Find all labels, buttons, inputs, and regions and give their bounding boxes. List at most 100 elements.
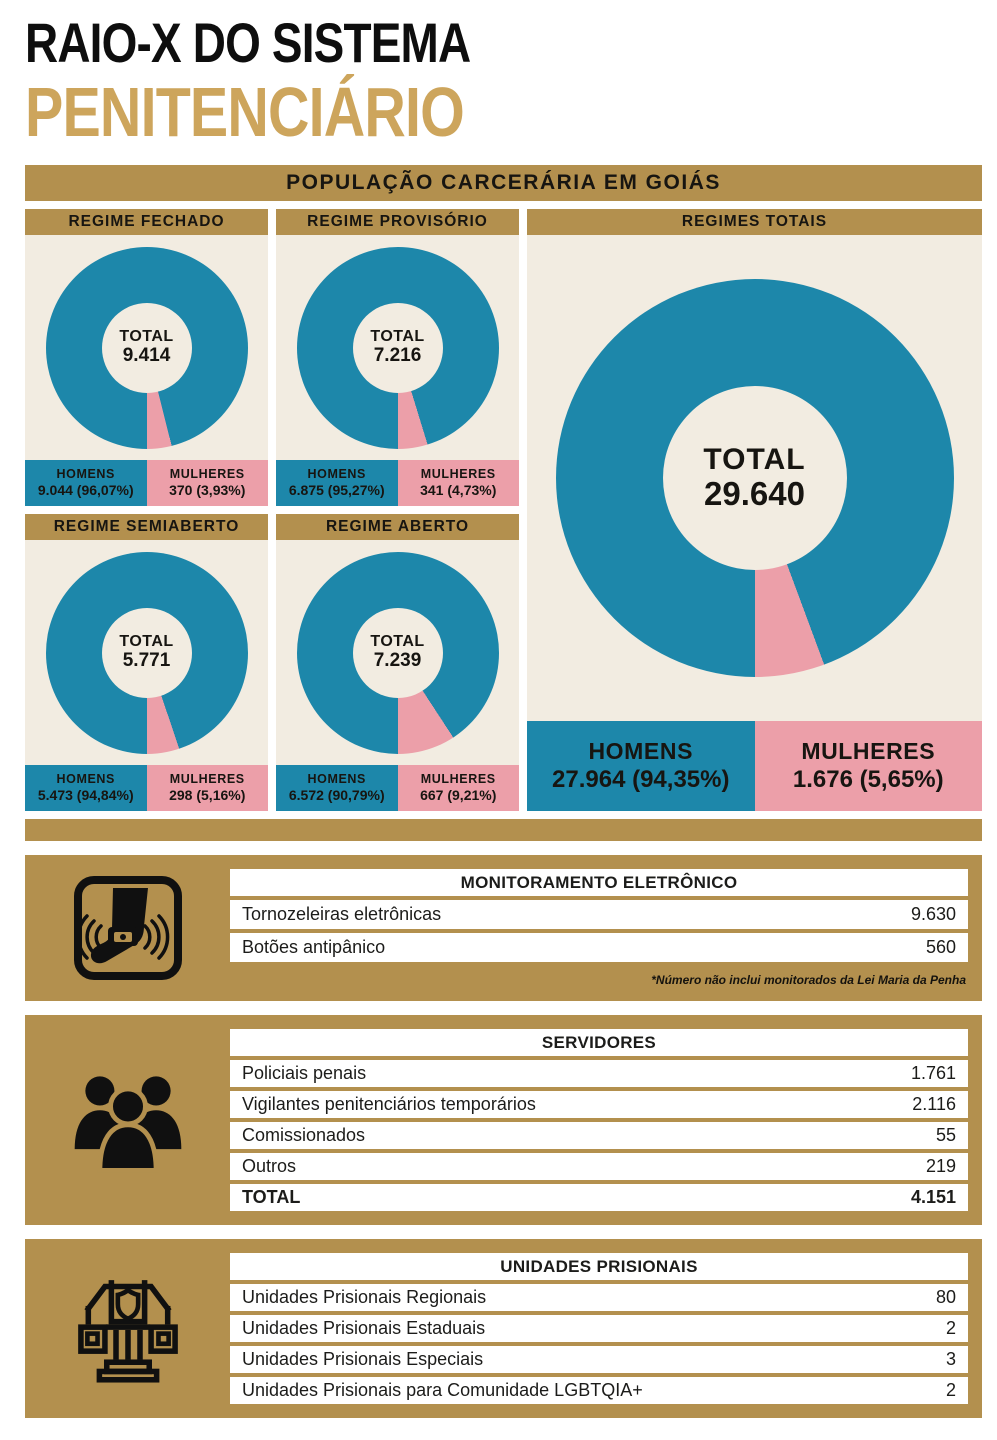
footnote: *Número não inclui monitorados da Lei Ma… (651, 973, 966, 988)
chart-legend: HOMENS 6.875 (95,27%) MULHERES 341 (4,73… (276, 460, 519, 507)
donut-center: TOTAL 7.216 (352, 302, 443, 393)
section-title: MONITORAMENTO ELETRÔNICO (230, 869, 968, 897)
mulheres-legend: MULHERES 667 (9,21%) (397, 765, 519, 812)
row-value: 2 (945, 1318, 956, 1339)
section-title: UNIDADES PRISIONAIS (230, 1253, 968, 1281)
donut-center: TOTAL 5.771 (101, 607, 192, 698)
table-row: Tornozeleiras eletrônicas 9.630 (230, 900, 968, 930)
mulheres-value: 298 (5,16%) (169, 787, 246, 804)
chart-panel-regime-provisorio: REGIME PROVISÓRIO TOTAL 7.216 HOMENS 6.8… (276, 209, 519, 507)
chart-panel-regime-semiaberto: REGIME SEMIABERTO TOTAL 5.771 HOMENS 5.4… (25, 514, 268, 812)
row-value: 2 (945, 1380, 956, 1401)
page-title-line2: PENITENCIÁRIO (25, 73, 465, 152)
row-value: 9.630 (910, 904, 956, 925)
chart-legend: HOMENS 27.964 (94,35%) MULHERES 1.676 (5… (527, 721, 982, 812)
donut-ring: TOTAL 29.640 (555, 279, 954, 678)
row-label: Unidades Prisionais Estaduais (242, 1318, 486, 1339)
mulheres-legend: MULHERES 370 (3,93%) (146, 460, 268, 507)
row-label: Outros (242, 1156, 297, 1177)
row-label: Unidades Prisionais Especiais (242, 1349, 484, 1370)
row-value: 2.116 (912, 1094, 956, 1115)
donut-center: TOTAL 9.414 (101, 302, 192, 393)
donut-chart-regime-aberto: TOTAL 7.239 (276, 540, 519, 766)
row-value: 560 (925, 937, 956, 958)
total-label: TOTAL (119, 633, 174, 651)
total-label: TOTAL (370, 633, 425, 651)
homens-value: 5.473 (94,84%) (37, 787, 134, 804)
homens-value: 9.044 (96,07%) (37, 482, 134, 499)
chart-title: REGIMES TOTAIS (527, 209, 982, 236)
chart-legend: HOMENS 5.473 (94,84%) MULHERES 298 (5,16… (25, 765, 268, 812)
row-value: 219 (925, 1156, 956, 1177)
mulheres-value: 341 (4,73%) (420, 482, 497, 499)
table-row: Unidades Prisionais Regionais 80 (230, 1284, 968, 1312)
total-value: 7.216 (373, 344, 422, 366)
total-value: 9.414 (122, 344, 171, 366)
homens-legend: HOMENS 6.875 (95,27%) (276, 460, 398, 507)
population-section-header: POPULAÇÃO CARCERÁRIA EM GOIÁS (25, 165, 982, 202)
donut-ring: TOTAL 9.414 (45, 246, 248, 449)
row-label: Vigilantes penitenciários temporários (242, 1094, 536, 1115)
total-value: 7.239 (373, 649, 422, 671)
mulheres-legend: MULHERES 298 (5,16%) (146, 765, 268, 812)
row-label: Botões antipânico (242, 937, 386, 958)
section-monitoramento-eletronico: MONITORAMENTO ELETRÔNICO Tornozeleiras e… (25, 855, 982, 1002)
homens-legend: HOMENS 27.964 (94,35%) (527, 721, 755, 812)
row-label: TOTAL (242, 1187, 301, 1208)
mulheres-legend: MULHERES 341 (4,73%) (397, 460, 519, 507)
ankle-monitor-icon (25, 869, 230, 987)
donut-chart-regime-fechado: TOTAL 9.414 (25, 235, 268, 461)
row-label: Unidades Prisionais para Comunidade LGBT… (242, 1380, 643, 1401)
people-group-icon (25, 1029, 230, 1211)
donut-chart-regime-provisorio: TOTAL 7.216 (276, 235, 519, 461)
donut-ring: TOTAL 7.239 (296, 551, 499, 754)
total-label: TOTAL (119, 328, 174, 346)
chart-legend: HOMENS 9.044 (96,07%) MULHERES 370 (3,93… (25, 460, 268, 507)
mulheres-legend: MULHERES 1.676 (5,65%) (754, 721, 982, 812)
table-row: Unidades Prisionais Especiais 3 (230, 1346, 968, 1374)
charts-grid: REGIME FECHADO TOTAL 9.414 HOMENS 9.044 … (25, 209, 982, 812)
table-row: Policiais penais 1.761 (230, 1060, 968, 1088)
row-label: Tornozeleiras eletrônicas (242, 904, 442, 925)
table-row: Unidades Prisionais para Comunidade LGBT… (230, 1377, 968, 1405)
table-row: Unidades Prisionais Estaduais 2 (230, 1315, 968, 1343)
homens-legend: HOMENS 6.572 (90,79%) (276, 765, 398, 812)
mulheres-label: MULHERES (801, 737, 936, 764)
page-title-line1: RAIO-X DO SISTEMA (25, 11, 471, 74)
monitoramento-table: MONITORAMENTO ELETRÔNICO Tornozeleiras e… (230, 869, 968, 987)
donut-center: TOTAL 7.239 (352, 607, 443, 698)
mulheres-label: MULHERES (169, 467, 245, 482)
homens-label: HOMENS (56, 467, 115, 482)
row-value: 4.151 (910, 1187, 956, 1208)
total-label: TOTAL (370, 328, 425, 346)
servidores-table: SERVIDORES Policiais penais 1.761 Vigila… (230, 1029, 968, 1212)
homens-label: HOMENS (56, 772, 115, 787)
population-section: POPULAÇÃO CARCERÁRIA EM GOIÁS REGIME FEC… (25, 165, 982, 842)
homens-value: 6.572 (90,79%) (288, 787, 385, 804)
section-title: SERVIDORES (230, 1029, 968, 1057)
homens-label: HOMENS (307, 772, 366, 787)
unidades-table: UNIDADES PRISIONAIS Unidades Prisionais … (230, 1253, 968, 1405)
chart-title: REGIME PROVISÓRIO (276, 209, 519, 236)
mulheres-value: 1.676 (5,65%) (792, 765, 944, 793)
mulheres-label: MULHERES (420, 467, 496, 482)
table-row-total: TOTAL 4.151 (230, 1184, 968, 1212)
chart-panel-regime-aberto: REGIME ABERTO TOTAL 7.239 HOMENS 6.572 (… (276, 514, 519, 812)
donut-chart-regime-semiaberto: TOTAL 5.771 (25, 540, 268, 766)
row-value: 55 (935, 1125, 956, 1146)
mulheres-label: MULHERES (420, 772, 496, 787)
mulheres-value: 370 (3,93%) (169, 482, 246, 499)
donut-ring: TOTAL 5.771 (45, 551, 248, 754)
prison-building-icon (25, 1253, 230, 1404)
mulheres-label: MULHERES (169, 772, 245, 787)
infographic: RAIO-X DO SISTEMA PENITENCIÁRIO POPULAÇÃ… (25, 0, 982, 1419)
row-value: 3 (945, 1349, 956, 1370)
donut-chart-regimes-totais: TOTAL 29.640 (527, 235, 982, 722)
row-value: 1.761 (910, 1063, 956, 1084)
table-row: Botões antipânico 560 (230, 933, 968, 963)
table-row: Outros 219 (230, 1153, 968, 1181)
donut-center: TOTAL 29.640 (662, 386, 847, 571)
divider-bar (25, 819, 982, 842)
page-header: RAIO-X DO SISTEMA PENITENCIÁRIO (25, 14, 982, 147)
chart-title: REGIME ABERTO (276, 514, 519, 541)
